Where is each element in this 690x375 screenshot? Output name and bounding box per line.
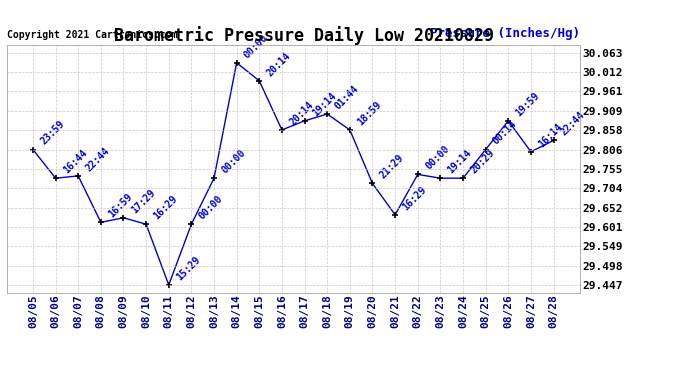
Text: 16:14: 16:14 — [537, 121, 564, 149]
Text: 01:44: 01:44 — [333, 83, 361, 111]
Text: 17:29: 17:29 — [129, 187, 157, 215]
Text: 20:29: 20:29 — [469, 147, 496, 176]
Text: Barometric Pressure Daily Low 20210829: Barometric Pressure Daily Low 20210829 — [114, 26, 493, 45]
Text: 00:00: 00:00 — [197, 194, 225, 221]
Text: 22:44: 22:44 — [83, 145, 112, 173]
Text: 19:14: 19:14 — [446, 147, 474, 176]
Text: 16:29: 16:29 — [152, 194, 179, 221]
Text: Copyright 2021 Cartronics.com: Copyright 2021 Cartronics.com — [7, 30, 177, 40]
Text: 20:14: 20:14 — [288, 99, 315, 127]
Text: 00:14: 00:14 — [491, 119, 519, 147]
Text: 22:44: 22:44 — [559, 110, 587, 138]
Text: 00:00: 00:00 — [219, 147, 248, 176]
Text: 00:00: 00:00 — [242, 32, 270, 60]
Text: 00:00: 00:00 — [423, 144, 451, 172]
Text: 16:59: 16:59 — [106, 192, 135, 219]
Text: 16:44: 16:44 — [61, 147, 89, 176]
Text: 19:59: 19:59 — [514, 90, 542, 118]
Text: 15:29: 15:29 — [175, 254, 202, 282]
Text: 18:59: 18:59 — [355, 99, 383, 127]
Text: 20:14: 20:14 — [265, 50, 293, 78]
Text: 16:29: 16:29 — [401, 184, 428, 212]
Text: 21:29: 21:29 — [378, 153, 406, 181]
Text: 19:14: 19:14 — [310, 90, 338, 118]
Text: Pressure (Inches/Hg): Pressure (Inches/Hg) — [430, 27, 580, 40]
Text: 23:59: 23:59 — [39, 119, 66, 147]
